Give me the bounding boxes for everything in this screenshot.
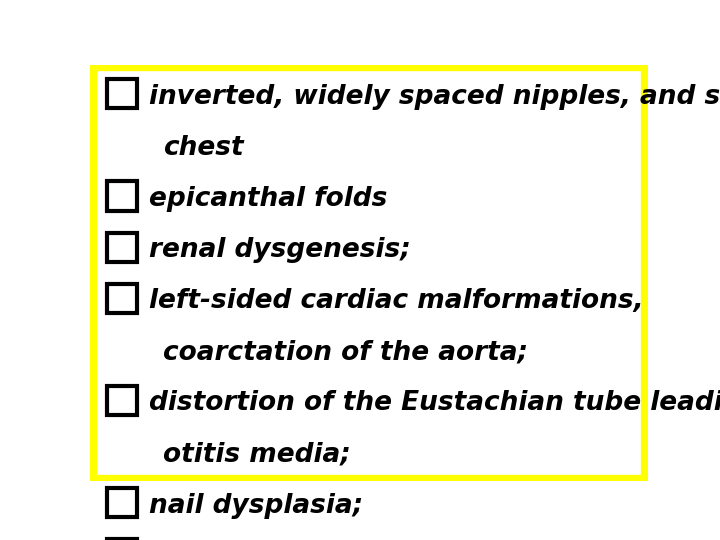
Text: nail dysplasia;: nail dysplasia; xyxy=(148,492,363,518)
Text: otitis media;: otitis media; xyxy=(163,442,351,468)
Bar xyxy=(107,284,138,313)
Text: distortion of the Eustachian tube leading to: distortion of the Eustachian tube leadin… xyxy=(148,390,720,416)
Bar xyxy=(107,79,138,108)
Bar xyxy=(107,488,138,517)
Bar xyxy=(107,539,138,540)
Bar xyxy=(107,233,138,262)
FancyBboxPatch shape xyxy=(93,67,645,478)
Text: renal dysgenesis;: renal dysgenesis; xyxy=(148,237,410,263)
Text: inverted, widely spaced nipples, and shield: inverted, widely spaced nipples, and shi… xyxy=(148,84,720,110)
Bar xyxy=(107,181,138,211)
Text: chest: chest xyxy=(163,134,243,161)
Text: coarctation of the aorta;: coarctation of the aorta; xyxy=(163,339,528,365)
Text: left-sided cardiac malformations,: left-sided cardiac malformations, xyxy=(148,288,643,314)
Text: epicanthal folds: epicanthal folds xyxy=(148,186,387,212)
Bar xyxy=(107,386,138,415)
